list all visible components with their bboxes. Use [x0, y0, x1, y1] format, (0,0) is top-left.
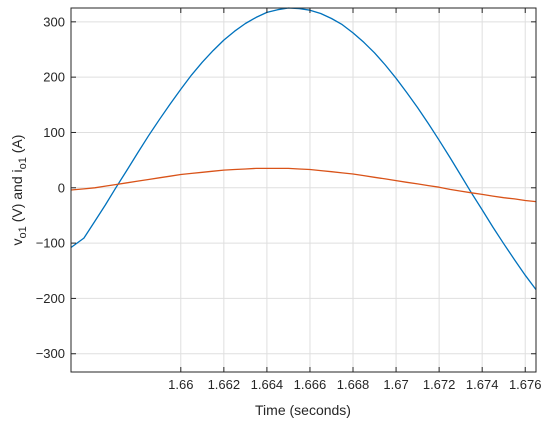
y-tick-label: −200 [36, 291, 65, 306]
x-tick-label: 1.67 [383, 377, 408, 392]
y-tick-label: 0 [58, 180, 65, 195]
x-axis-label: Time (seconds) [255, 402, 351, 418]
x-tick-label: 1.668 [337, 377, 370, 392]
grid [71, 8, 536, 372]
plot-background [71, 8, 536, 372]
y-tick-label: 200 [43, 70, 65, 85]
y-label-part: v [9, 238, 25, 245]
y-tick-label: 100 [43, 125, 65, 140]
y-tick-label: 300 [43, 14, 65, 29]
series-line-1 [70, 7, 537, 290]
x-tick-label: 1.674 [466, 377, 499, 392]
x-ticks: 1.66 1.662 1.664 1.666 1.668 1.67 1.672 1.674 1.… [168, 8, 542, 392]
y-ticks: −300 −200 −100 0 100 200 300 [36, 14, 536, 361]
x-tick-label: 1.66 [168, 377, 193, 392]
x-tick-label: 1.664 [251, 377, 284, 392]
y-label-part: (V) and i [9, 169, 25, 226]
x-tick-label: 1.666 [294, 377, 327, 392]
plot-frame [70, 7, 537, 373]
x-tick-label: 1.676 [509, 377, 542, 392]
y-label-subscript: o1 [17, 226, 29, 238]
x-tick-label: 1.672 [423, 377, 456, 392]
series-line-2 [70, 167, 537, 203]
series-group [70, 7, 537, 290]
y-tick-label: −300 [36, 346, 65, 361]
y-label-subscript: o1 [17, 157, 29, 169]
x-tick-label: 1.662 [208, 377, 241, 392]
y-label-part: (A) [9, 135, 25, 158]
y-tick-label: −100 [36, 236, 65, 251]
y-axis-label: vo1 (V) and io1 (A) [9, 135, 29, 246]
